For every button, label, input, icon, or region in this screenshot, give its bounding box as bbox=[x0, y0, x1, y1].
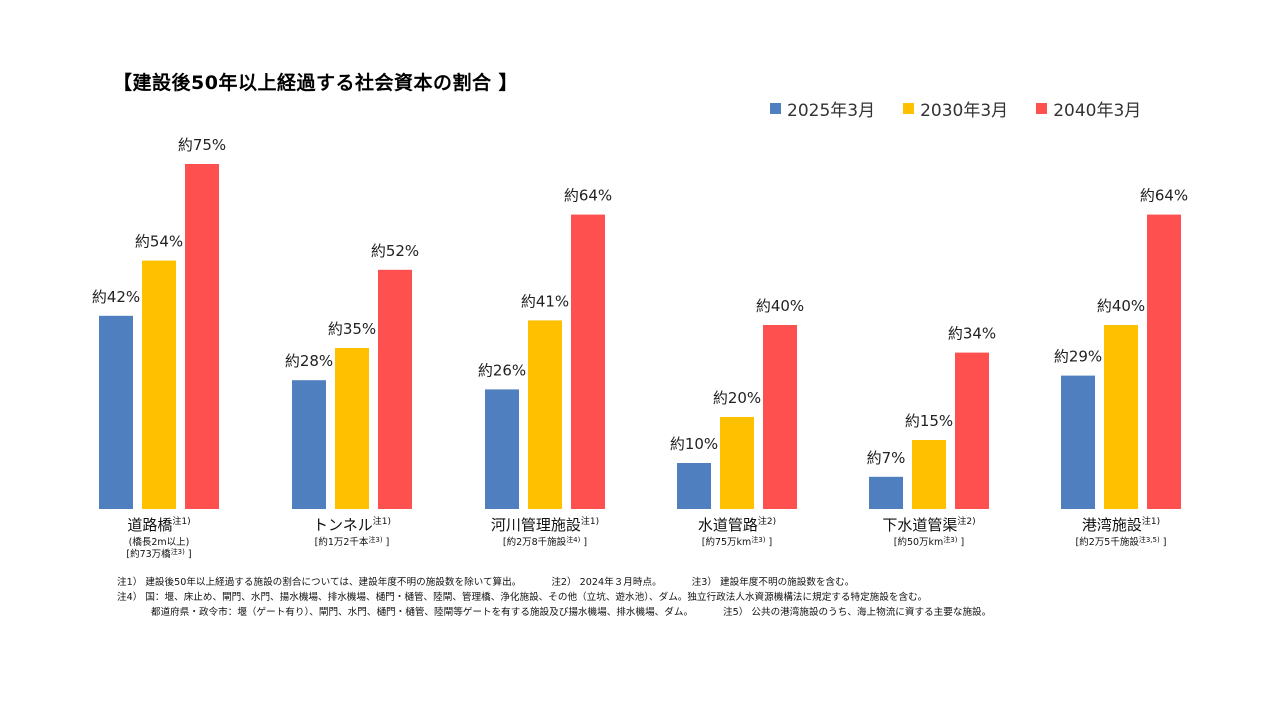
legend-label-2025: 2025年3月 bbox=[787, 101, 876, 121]
data-label-3-2025-3-: 約26% bbox=[478, 361, 526, 379]
footnote-line-1: 注1） 建設後50年以上経過する施設の割合については、建設年度不明の施設数を除い… bbox=[117, 576, 991, 591]
category-sub-4-1: [約75万km注3) ] bbox=[702, 535, 772, 548]
category-sub-2-1: [約1万2千本注3) ] bbox=[315, 535, 390, 548]
bar-3-2030-3- bbox=[528, 320, 562, 509]
bar-5-2040-3- bbox=[955, 352, 989, 509]
bar-2-2030-3- bbox=[335, 348, 369, 509]
category-label-6: 港湾施設注1) bbox=[1082, 515, 1160, 534]
category-label-2: トンネル注1) bbox=[313, 515, 391, 534]
bar-4-2025-3- bbox=[677, 463, 711, 509]
bar-3-2040-3- bbox=[571, 214, 605, 509]
bar-2-2040-3- bbox=[378, 269, 412, 509]
data-label-3-2030-3-: 約41% bbox=[521, 292, 569, 310]
bar-3-2025-3- bbox=[485, 389, 519, 509]
data-label-1-2030-3-: 約54% bbox=[135, 233, 183, 251]
footnote-line-3: 都道府県・政令市：堰（ゲート有り）、閘門、水門、樋門・樋管、陸閘等ゲートを有する… bbox=[117, 606, 991, 621]
legend-label-2040: 2040年3月 bbox=[1053, 101, 1142, 121]
bar-1-2040-3- bbox=[185, 164, 219, 509]
bar-5-2030-3- bbox=[912, 440, 946, 509]
bar-4-2030-3- bbox=[720, 417, 754, 509]
footnote-1: 注1） 建設後50年以上経過する施設の割合については、建設年度不明の施設数を除い… bbox=[117, 577, 522, 588]
footnote-3: 注3） 建設年度不明の施設数を含む。 bbox=[691, 577, 855, 588]
category-sub-3-1: [約2万8千施設注4) ] bbox=[503, 535, 587, 548]
data-label-4-2030-3-: 約20% bbox=[713, 389, 761, 407]
chart-title: 【建設後50年以上経過する社会資本の割合 】 bbox=[113, 72, 519, 94]
data-label-4-2025-3-: 約10% bbox=[670, 435, 718, 453]
bar-1-2030-3- bbox=[142, 260, 176, 509]
footnote-5: 注5） 公共の港湾施設のうち、海上物流に資する主要な施設。 bbox=[723, 606, 992, 618]
data-label-5-2040-3-: 約34% bbox=[948, 325, 996, 343]
data-label-2-2030-3-: 約35% bbox=[328, 320, 376, 338]
bar-6-2040-3- bbox=[1147, 214, 1181, 509]
bar-4-2040-3- bbox=[763, 325, 797, 509]
data-label-5-2030-3-: 約15% bbox=[905, 412, 953, 430]
bar-1-2025-3- bbox=[99, 315, 133, 509]
legend-swatch-2040 bbox=[1036, 103, 1048, 114]
legend: 2025年3月 2030年3月 2040年3月 bbox=[770, 96, 1169, 121]
footnote-4: 注4） 国：堰、床止め、閘門、水門、揚水機場、排水機場、樋門・樋管、陸閘、管理橋… bbox=[117, 591, 928, 603]
data-label-1-2025-3-: 約42% bbox=[92, 288, 140, 306]
category-label-4: 水道管路注2) bbox=[698, 515, 776, 534]
data-label-6-2030-3-: 約40% bbox=[1097, 297, 1145, 315]
data-label-4-2040-3-: 約40% bbox=[756, 297, 804, 315]
footnotes: 注1） 建設後50年以上経過する施設の割合については、建設年度不明の施設数を除い… bbox=[117, 576, 991, 620]
category-label-3: 河川管理施設注1) bbox=[491, 515, 599, 534]
category-sub-1-2: [約73万橋注3) ] bbox=[126, 547, 191, 560]
bar-2-2025-3- bbox=[292, 380, 326, 509]
footnote-2: 注2） 2024年３月時点。 bbox=[551, 577, 662, 588]
data-label-1-2040-3-: 約75% bbox=[178, 136, 226, 154]
footnote-line-2: 注4） 国：堰、床止め、閘門、水門、揚水機場、排水機場、樋門・樋管、陸閘、管理橋… bbox=[117, 591, 991, 606]
bar-5-2025-3- bbox=[869, 476, 903, 509]
legend-label-2030: 2030年3月 bbox=[920, 101, 1009, 121]
data-label-5-2025-3-: 約7% bbox=[867, 449, 906, 467]
data-label-2-2040-3-: 約52% bbox=[371, 242, 419, 260]
footnote-4b: 都道府県・政令市：堰（ゲート有り）、閘門、水門、樋門・樋管、陸閘等ゲートを有する… bbox=[151, 606, 694, 618]
category-label-1: 道路橋注1) bbox=[127, 515, 190, 534]
bar-6-2030-3- bbox=[1104, 325, 1138, 509]
legend-swatch-2030 bbox=[903, 103, 915, 114]
bar-6-2025-3- bbox=[1061, 375, 1095, 509]
category-label-5: 下水道管渠注2) bbox=[882, 515, 975, 534]
category-sub-1-1: (橋長2m以上) bbox=[129, 536, 190, 548]
legend-item-2030: 2030年3月 bbox=[903, 96, 1008, 121]
data-label-3-2040-3-: 約64% bbox=[564, 187, 612, 205]
category-sub-5-1: [約50万km注3) ] bbox=[894, 535, 964, 548]
legend-item-2040: 2040年3月 bbox=[1036, 96, 1141, 121]
legend-item-2025: 2025年3月 bbox=[770, 96, 875, 121]
legend-swatch-2025 bbox=[770, 103, 781, 114]
data-label-6-2040-3-: 約64% bbox=[1140, 187, 1188, 205]
category-sub-6-1: [約2万5千施設注3,5) ] bbox=[1076, 535, 1167, 548]
data-label-2-2025-3-: 約28% bbox=[285, 352, 333, 370]
data-label-6-2025-3-: 約29% bbox=[1054, 348, 1102, 366]
